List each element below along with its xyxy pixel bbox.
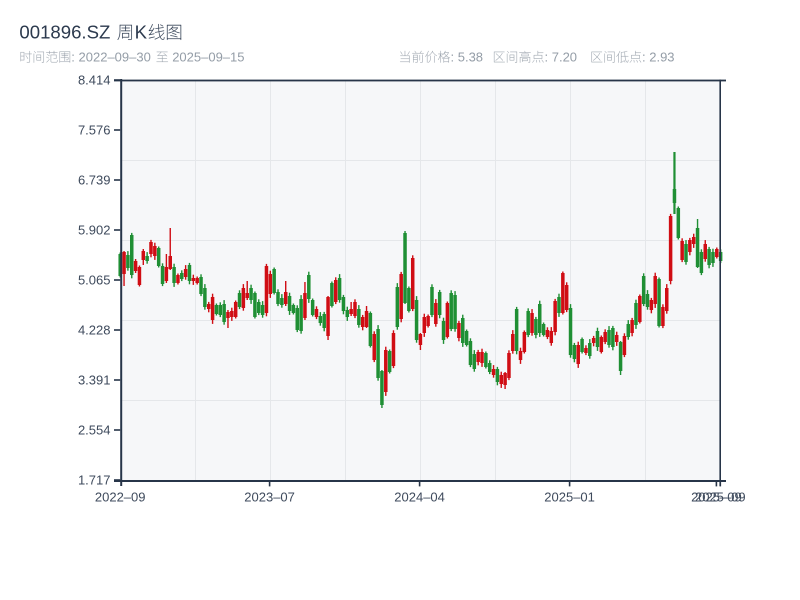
svg-text:2025–09–15: 2025–09–15 (172, 50, 244, 65)
svg-text:7.576: 7.576 (78, 123, 111, 138)
svg-text:001896.SZ: 001896.SZ (19, 22, 110, 43)
svg-text:: 2022–09–30: : 2022–09–30 (71, 50, 151, 65)
svg-text:1.717: 1.717 (78, 473, 111, 488)
svg-text:2024–04: 2024–04 (394, 490, 445, 505)
svg-text:2025–09: 2025–09 (691, 490, 742, 505)
svg-text:2025–01: 2025–01 (544, 490, 595, 505)
svg-text:6.739: 6.739 (78, 173, 111, 188)
svg-text:: 2.93: : 2.93 (642, 50, 675, 65)
svg-text:: 7.20: : 7.20 (545, 50, 578, 65)
svg-text:2022–09: 2022–09 (95, 490, 146, 505)
svg-text:5.902: 5.902 (78, 223, 111, 238)
svg-text:2.554: 2.554 (78, 423, 111, 438)
svg-text:2023–07: 2023–07 (244, 490, 295, 505)
svg-text:8.414: 8.414 (78, 73, 111, 88)
svg-text:2025–09: 2025–09 (695, 490, 746, 505)
svg-text:3.391: 3.391 (78, 373, 111, 388)
svg-text:4.228: 4.228 (78, 323, 111, 338)
svg-text:K: K (135, 22, 148, 43)
svg-text:: 5.38: : 5.38 (451, 50, 484, 65)
svg-text:5.065: 5.065 (78, 273, 111, 288)
